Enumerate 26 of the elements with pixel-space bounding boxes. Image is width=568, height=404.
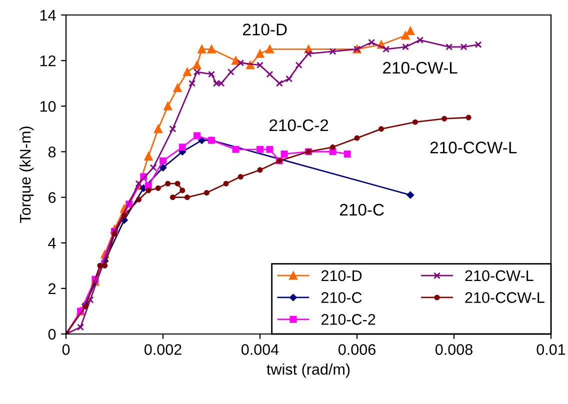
annotation: 210-CCW-L [430, 142, 517, 154]
y-tick-label: 10 [40, 101, 56, 112]
annotation: 210-C-2 [270, 119, 328, 132]
legend-label: 210-D [321, 270, 362, 282]
annotation: 210-D [242, 24, 287, 36]
x-tick-label: 0 [62, 344, 70, 355]
x-tick-label: 0.01 [536, 344, 566, 355]
x-axis-title: twist (rad/m) [266, 364, 350, 378]
y-tick-label: 6 [48, 192, 56, 203]
legend-label: 210-C-2 [321, 314, 376, 325]
x-tick-label: 0.002 [144, 344, 182, 355]
x-tick-label: 0.008 [435, 344, 472, 355]
y-tick-label: 12 [40, 55, 56, 66]
annotation: 210-C [340, 204, 384, 216]
legend-label: 210-CCW-L [465, 292, 544, 303]
y-tick-label: 14 [40, 10, 56, 21]
x-tick-label: 0.006 [338, 344, 376, 355]
y-tick-label: 2 [48, 283, 56, 294]
annotation: 210-CW-L [383, 62, 458, 74]
y-axis-title: Torque (kN-m) [19, 126, 34, 223]
y-tick-label: 0 [48, 328, 56, 340]
legend-label: 210-CW-L [465, 270, 534, 282]
x-tick-label: 0.004 [241, 344, 279, 355]
y-tick-label: 8 [48, 146, 56, 158]
y-tick-label: 4 [48, 238, 56, 248]
legend-label: 210-C [321, 292, 362, 303]
